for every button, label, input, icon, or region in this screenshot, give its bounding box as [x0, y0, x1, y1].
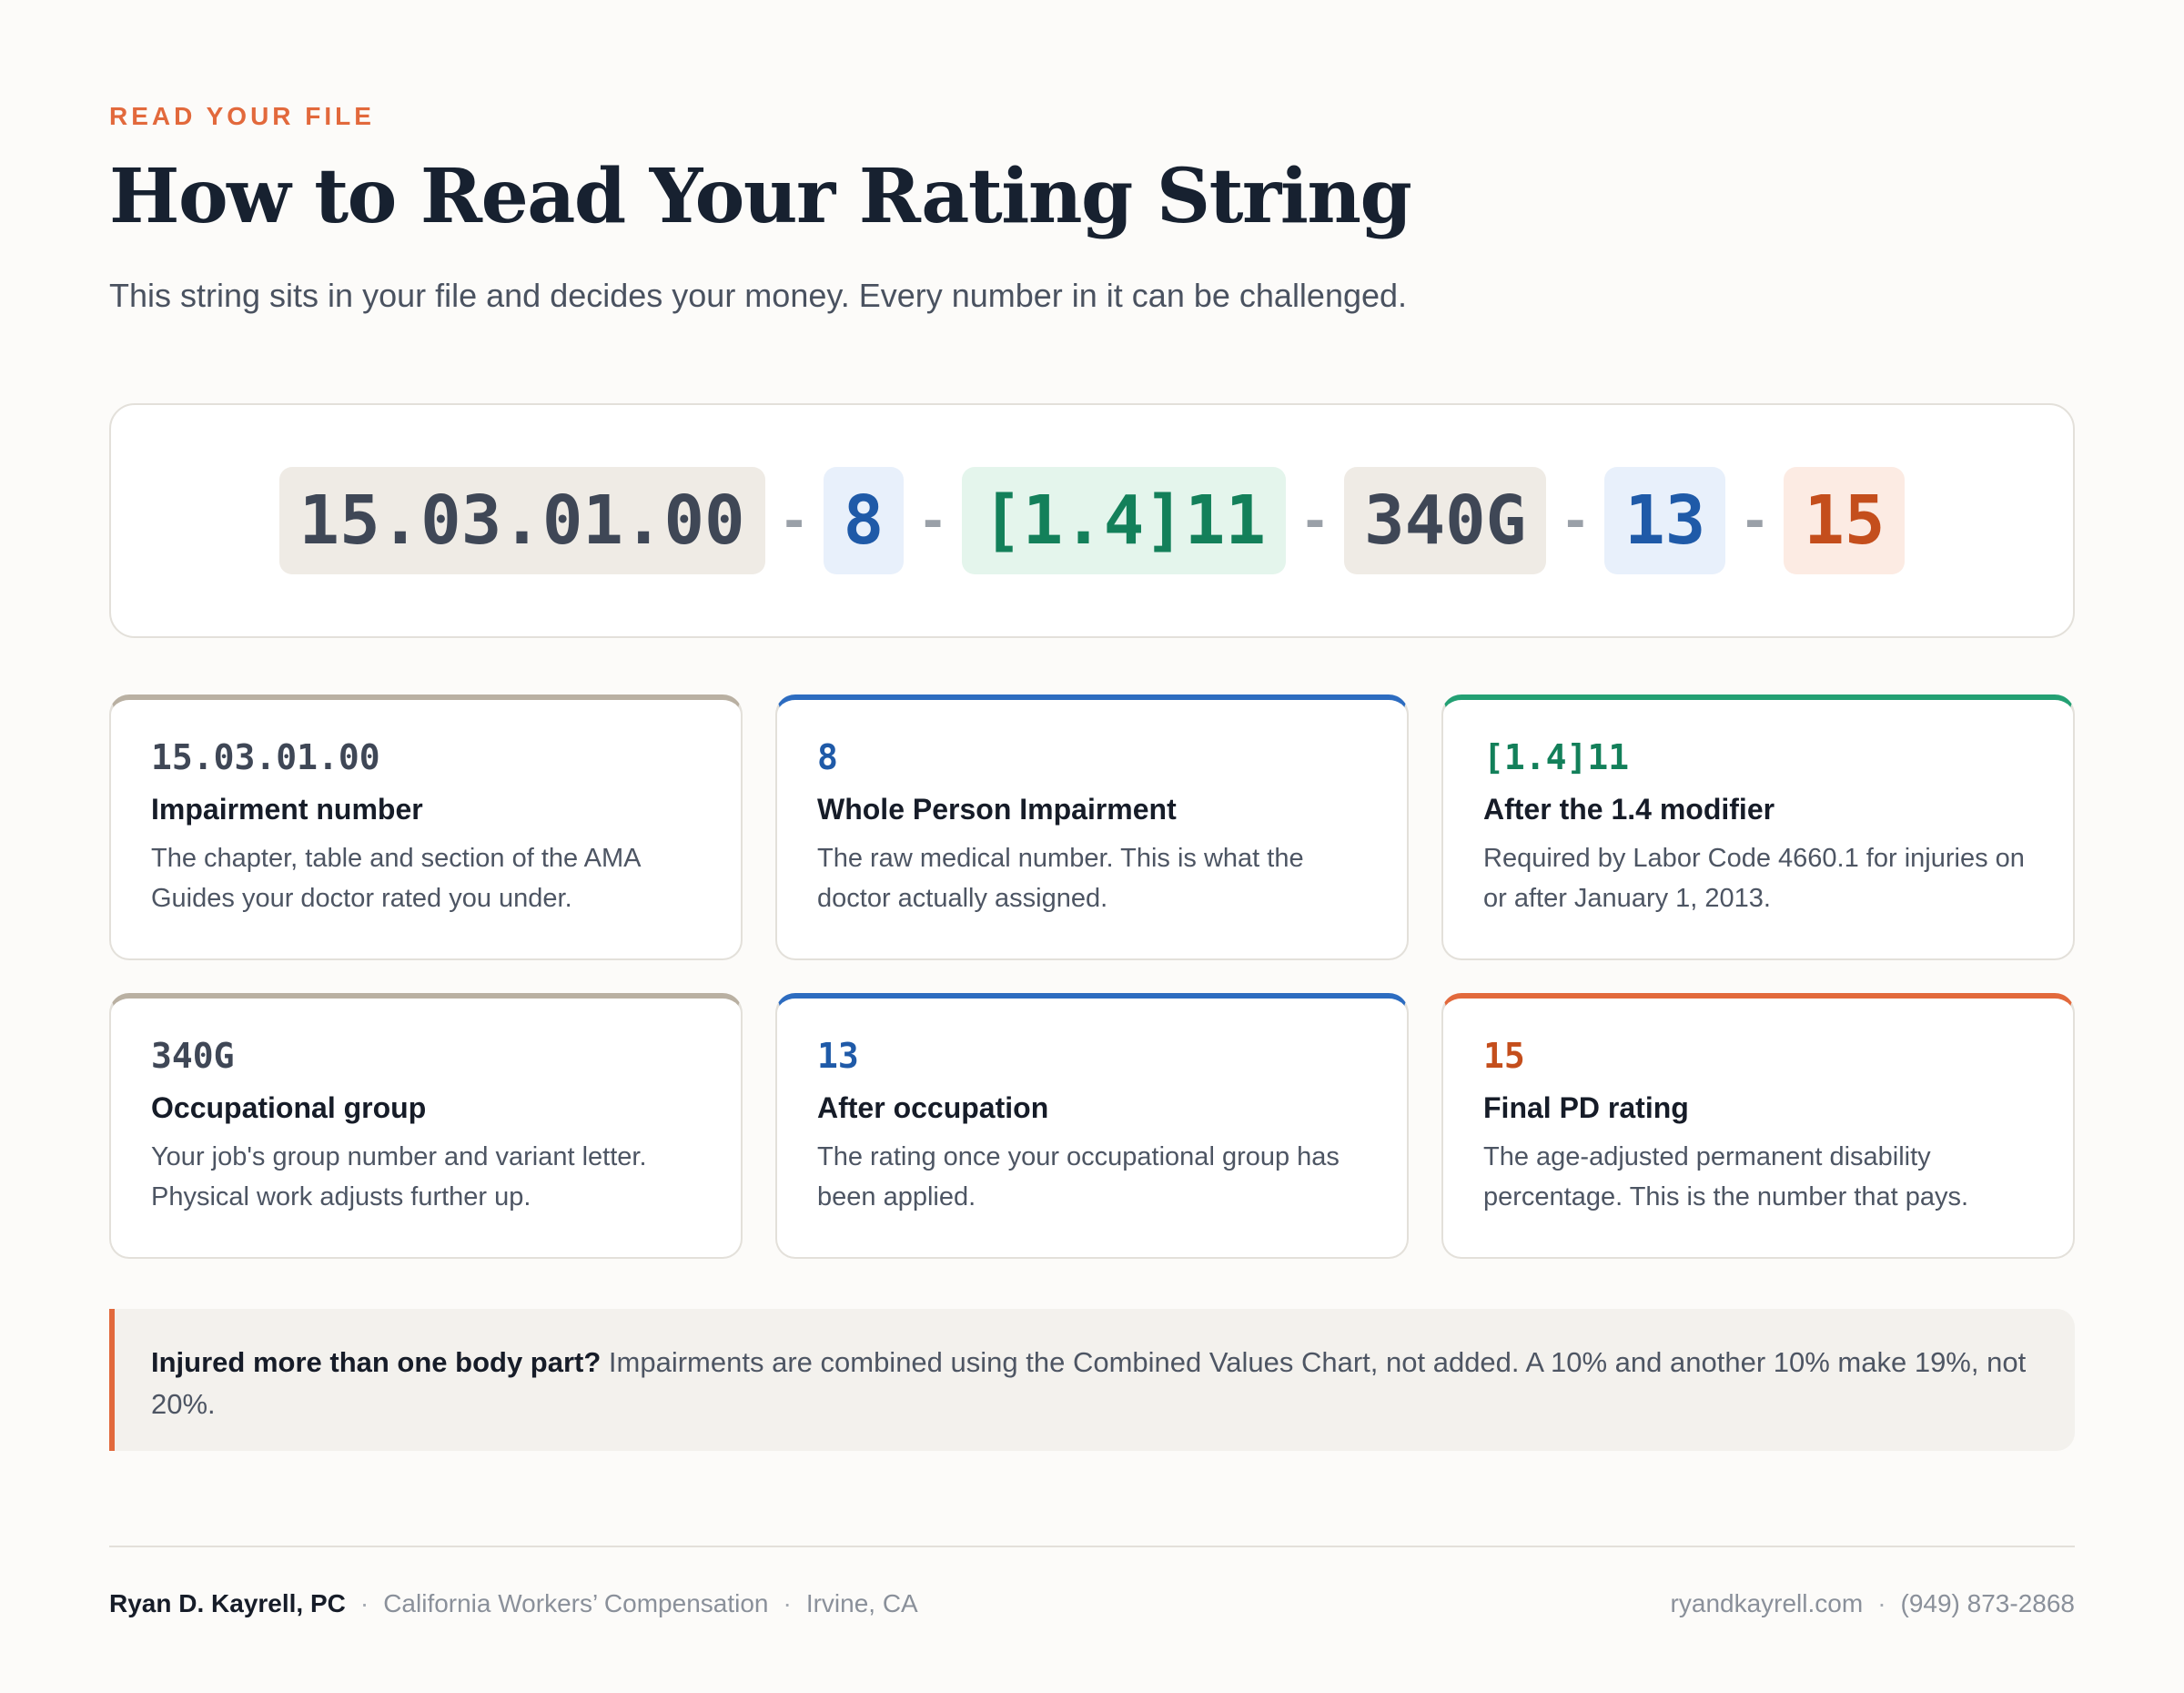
- card-description: The age-adjusted permanent disability pe…: [1483, 1142, 1969, 1211]
- card-code: 15: [1483, 1036, 1525, 1076]
- string-separator: -: [917, 492, 948, 550]
- page-title: How to Read Your Rating String: [109, 153, 1412, 240]
- string-part-after-occupation: 13: [1604, 467, 1726, 574]
- card-occupational-group: 340G Occupational group Your job's group…: [109, 993, 743, 1259]
- card-description: The raw medical number. This is what the…: [817, 844, 1304, 913]
- firm-name: Ryan D. Kayrell, PC: [109, 1589, 346, 1617]
- footer-divider: [109, 1546, 2075, 1547]
- card-code: [1.4]11: [1483, 737, 1630, 777]
- string-part-impairment-number: 15.03.01.00: [278, 467, 765, 574]
- rating-string: 15.03.01.00 - 8 - [1.4]11 - 340G - 13 - …: [278, 467, 1906, 574]
- combined-values-callout: Injured more than one body part? Impairm…: [109, 1309, 2075, 1451]
- card-description: The chapter, table and section of the AM…: [151, 844, 640, 913]
- card-whole-person-impairment: 8 Whole Person Impairment The raw medica…: [775, 694, 1409, 960]
- card-code: 8: [817, 737, 838, 777]
- string-part-modifier: [1.4]11: [962, 467, 1287, 574]
- footer: Ryan D. Kayrell, PC · California Workers…: [109, 1584, 2075, 1624]
- string-separator: -: [1299, 492, 1330, 550]
- footer-dot: ·: [1877, 1589, 1886, 1617]
- footer-dot: ·: [783, 1589, 792, 1617]
- string-separator: -: [779, 492, 809, 550]
- card-title: After occupation: [817, 1091, 1049, 1124]
- eyebrow-label: READ YOUR FILE: [109, 102, 375, 130]
- page: READ YOUR FILE How to Read Your Rating S…: [109, 0, 2075, 1693]
- string-separator: -: [1740, 492, 1770, 550]
- practice-area: California Workers’ Compensation: [383, 1589, 769, 1617]
- footer-dot: ·: [359, 1589, 369, 1617]
- footer-firm-info: Ryan D. Kayrell, PC · California Workers…: [109, 1589, 918, 1618]
- phone-number[interactable]: (949) 873-2868: [1900, 1589, 2075, 1617]
- card-title: Final PD rating: [1483, 1091, 1689, 1124]
- card-description: The rating once your occupational group …: [817, 1142, 1340, 1211]
- callout-text: Impairments are combined using the Combi…: [151, 1346, 2027, 1420]
- card-final-pd-rating: 15 Final PD rating The age-adjusted perm…: [1441, 993, 2075, 1259]
- card-title: Occupational group: [151, 1091, 427, 1124]
- card-code: 13: [817, 1036, 859, 1076]
- card-impairment-number: 15.03.01.00 Impairment number The chapte…: [109, 694, 743, 960]
- footer-contact: ryandkayrell.com · (949) 873-2868: [1671, 1589, 2075, 1618]
- string-part-whole-person-impairment: 8: [823, 467, 905, 574]
- card-code: 340G: [151, 1036, 235, 1076]
- rating-string-panel: 15.03.01.00 - 8 - [1.4]11 - 340G - 13 - …: [109, 403, 2075, 638]
- card-modifier: [1.4]11 After the 1.4 modifier Required …: [1441, 694, 2075, 960]
- website-link[interactable]: ryandkayrell.com: [1670, 1589, 1864, 1617]
- card-description: Required by Labor Code 4660.1 for injuri…: [1483, 844, 2025, 913]
- string-separator: -: [1560, 492, 1591, 550]
- card-title: Whole Person Impairment: [817, 793, 1177, 826]
- firm-location: Irvine, CA: [805, 1589, 918, 1617]
- card-code: 15.03.01.00: [151, 737, 380, 777]
- card-title: Impairment number: [151, 793, 423, 826]
- card-title: After the 1.4 modifier: [1483, 793, 1775, 826]
- page-subtitle: This string sits in your file and decide…: [109, 277, 1408, 314]
- string-part-final-pd-rating: 15: [1784, 467, 1906, 574]
- explanation-cards: 15.03.01.00 Impairment number The chapte…: [109, 694, 2075, 1259]
- callout-heading: Injured more than one body part?: [151, 1346, 602, 1378]
- string-part-occupational-group: 340G: [1344, 467, 1547, 574]
- card-description: Your job's group number and variant lett…: [151, 1142, 647, 1211]
- card-after-occupation: 13 After occupation The rating once your…: [775, 993, 1409, 1259]
